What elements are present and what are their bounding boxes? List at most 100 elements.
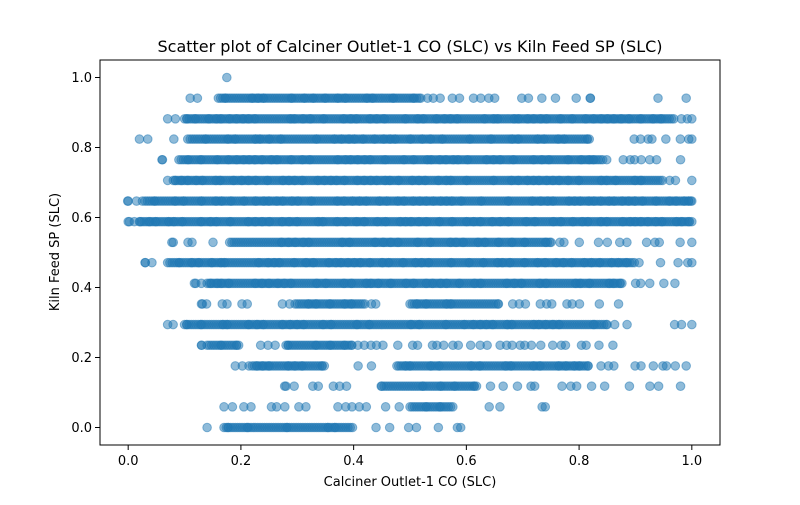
scatter-point xyxy=(394,402,404,412)
scatter-point xyxy=(393,340,403,351)
scatter-point xyxy=(557,381,567,392)
scatter-point xyxy=(433,422,444,433)
scatter-point xyxy=(529,381,540,392)
scatter-point xyxy=(246,402,256,412)
scatter-point xyxy=(475,93,486,103)
scatter-point xyxy=(653,93,663,103)
scatter-point xyxy=(485,381,496,392)
scatter-point xyxy=(583,361,593,371)
scatter-point xyxy=(142,134,153,144)
scatter-point xyxy=(227,402,238,412)
scatter-point xyxy=(547,340,558,351)
scatter-point xyxy=(341,381,352,392)
scatter-point xyxy=(687,134,697,144)
scatter-point xyxy=(571,381,582,392)
scatter-point xyxy=(670,175,681,186)
scatter-point xyxy=(219,402,229,412)
scatter-point xyxy=(546,299,557,309)
x-axis-label: Calciner Outlet-1 CO (SLC) xyxy=(324,475,497,490)
scatter-point xyxy=(346,340,357,351)
scatter-point xyxy=(617,278,627,289)
scatter-point xyxy=(653,381,664,392)
scatter-point xyxy=(471,381,482,392)
scatter-point xyxy=(281,381,291,392)
scatter-point xyxy=(370,299,381,309)
scatter-point xyxy=(593,237,604,248)
scatter-point xyxy=(484,402,495,412)
scatter-point xyxy=(202,422,212,433)
scatter-point xyxy=(629,257,640,268)
scatter-point xyxy=(645,381,655,392)
scatter-point xyxy=(675,381,686,392)
scatter-point xyxy=(357,299,368,309)
scatter-point xyxy=(361,402,372,412)
scatter-point xyxy=(168,237,179,248)
scatter-point xyxy=(495,402,505,412)
scatter-point xyxy=(233,340,244,351)
scatter-point xyxy=(455,422,466,433)
scatter-point xyxy=(685,196,696,206)
scatter-point xyxy=(644,278,655,289)
scatter-point xyxy=(676,319,687,330)
scatter-point xyxy=(675,134,686,144)
scatter-point xyxy=(162,319,173,330)
scatter-point xyxy=(657,175,668,186)
scatter-point xyxy=(157,154,167,165)
scatter-point xyxy=(559,237,569,248)
scatter-point xyxy=(185,93,195,103)
scatter-point xyxy=(384,422,395,433)
x-tick-label: 0.6 xyxy=(456,454,477,469)
scatter-point xyxy=(270,340,280,351)
scatter-point xyxy=(673,257,683,268)
scatter-point xyxy=(242,299,253,309)
chart-title: Scatter plot of Calciner Outlet-1 CO (SL… xyxy=(157,37,662,56)
scatter-point xyxy=(654,237,665,248)
scatter-point xyxy=(585,93,596,103)
scatter-point xyxy=(681,361,691,371)
scatter-point xyxy=(687,319,697,330)
scatter-point xyxy=(681,93,691,103)
scatter-point xyxy=(594,340,604,351)
x-tick-label: 0.4 xyxy=(343,454,364,469)
scatter-point xyxy=(191,278,201,289)
scatter-point xyxy=(636,154,647,165)
y-tick-label: 1.0 xyxy=(71,71,92,86)
scatter-point xyxy=(648,361,659,371)
scatter-point xyxy=(301,402,311,412)
scatter-point xyxy=(482,340,492,351)
y-tick-label: 0.4 xyxy=(71,281,92,296)
y-axis-ticks: 0.0 0.2 0.4 0.6 0.8 1.0 xyxy=(71,71,100,436)
scatter-point xyxy=(140,257,150,268)
scatter-point xyxy=(574,299,585,309)
scatter-point xyxy=(313,381,324,392)
scatter-point xyxy=(230,361,241,371)
scatter-point xyxy=(687,257,697,268)
scatter-point xyxy=(208,237,218,248)
scatter-point xyxy=(187,237,197,248)
scatter-point xyxy=(661,134,671,144)
scatter-point xyxy=(319,361,330,371)
scatter-point xyxy=(366,361,377,371)
scatter-point xyxy=(489,93,500,103)
scatter-point xyxy=(134,134,145,144)
scatter-point xyxy=(280,402,290,412)
x-tick-label: 0.0 xyxy=(118,454,139,469)
scatter-point xyxy=(453,340,464,351)
scatter-point xyxy=(465,340,476,351)
scatter-point xyxy=(196,299,207,309)
scatter-point xyxy=(162,114,173,124)
scatter-point xyxy=(687,175,697,186)
scatter-point xyxy=(289,381,299,392)
scatter-point xyxy=(636,361,646,371)
scatter-point xyxy=(581,340,591,351)
scatter-point xyxy=(651,154,662,165)
scatter-point xyxy=(526,340,537,351)
scatter-point xyxy=(586,381,597,392)
y-tick-label: 0.6 xyxy=(71,211,92,226)
scatter-point xyxy=(613,299,624,309)
scatter-point xyxy=(371,422,381,433)
points-layer xyxy=(122,72,697,433)
scatter-point xyxy=(540,402,551,412)
